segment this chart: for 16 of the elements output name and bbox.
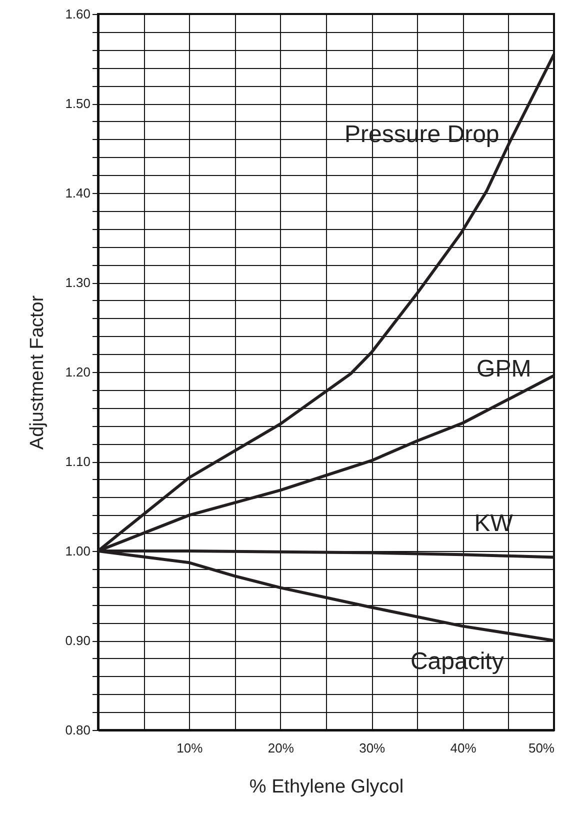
y-tick-label: 1.40: [65, 186, 90, 200]
x-axis-title: % Ethylene Glycol: [249, 776, 404, 798]
x-tick-label: 50%: [528, 740, 555, 756]
y-tick-label: 1.20: [65, 364, 90, 380]
y-tick-label: 1.60: [65, 6, 90, 22]
x-tick-label: 20%: [268, 740, 294, 756]
x-tick-label: 30%: [359, 740, 386, 756]
y-tick-label: 0.90: [65, 633, 90, 648]
x-tick-label: 10%: [176, 740, 204, 756]
x-tick-label: 40%: [450, 740, 477, 756]
y-tick-label: 1.50: [65, 96, 90, 111]
y-axis-title: Adjustment Factor: [27, 294, 48, 450]
y-tick-label: 1.10: [65, 454, 90, 469]
y-tick-label: 0.80: [65, 722, 90, 738]
y-tick-label: 1.30: [65, 275, 90, 290]
y-tick-label: 1.00: [65, 544, 90, 558]
